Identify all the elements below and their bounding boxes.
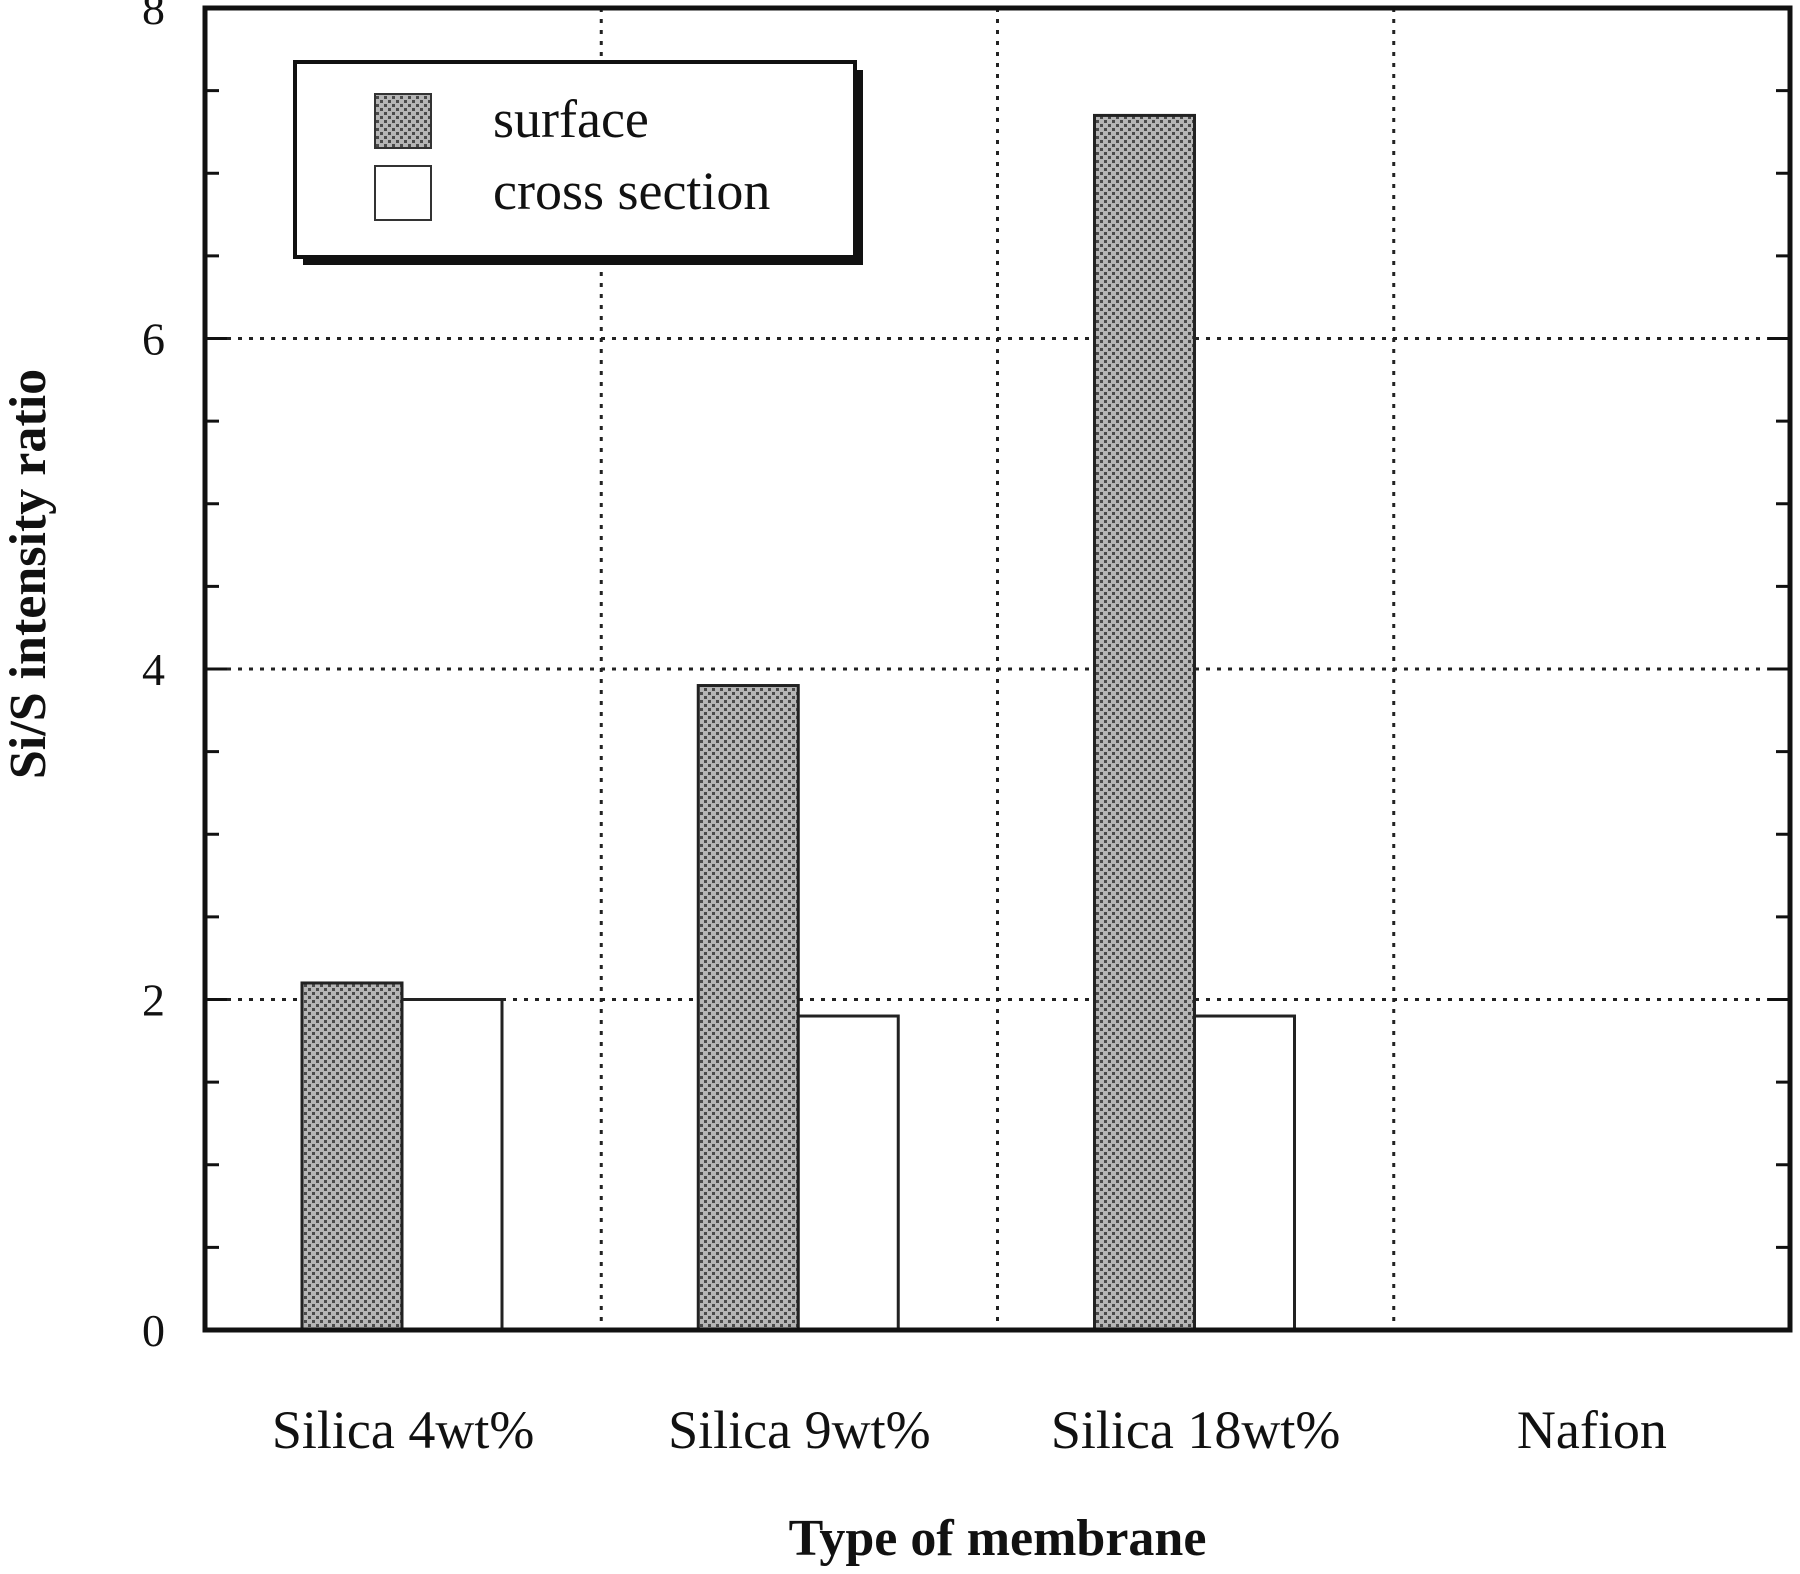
bar-surface <box>1093 113 1196 1332</box>
axis-labels: 0 2 4 6 8 Silica 4wt% Silica 9wt% Silica 18wt% N… <box>142 0 1667 1460</box>
x-category-label: Silica 18wt% <box>1051 1400 1340 1460</box>
bar-surface <box>696 684 800 1332</box>
y-tick-label: 4 <box>142 644 165 695</box>
bar-cross-section <box>400 998 504 1332</box>
axis-ticks <box>205 6 1790 1332</box>
x-category-label: Silica 4wt% <box>272 1400 534 1460</box>
bar-cross-section <box>796 1014 900 1332</box>
y-axis-title: Si/S intensity ratio <box>0 369 57 779</box>
y-tick-label: 8 <box>142 0 165 34</box>
legend-label-cross-section: cross section <box>493 161 770 221</box>
y-tick-label: 0 <box>142 1305 165 1356</box>
x-category-label: Nafion <box>1517 1400 1667 1460</box>
legend: surface cross section <box>293 60 863 265</box>
x-axis-title: Type of membrane <box>789 1510 1207 1567</box>
bars <box>300 113 1296 1332</box>
legend-swatch-surface <box>374 93 432 149</box>
legend-label-surface: surface <box>493 89 649 149</box>
legend-swatch-cross-section <box>374 165 432 221</box>
y-tick-label: 6 <box>142 314 165 365</box>
x-category-label: Silica 9wt% <box>668 1400 930 1460</box>
bar-cross-section <box>1193 1014 1296 1332</box>
bar-surface <box>300 981 404 1332</box>
y-tick-label: 2 <box>142 975 165 1026</box>
